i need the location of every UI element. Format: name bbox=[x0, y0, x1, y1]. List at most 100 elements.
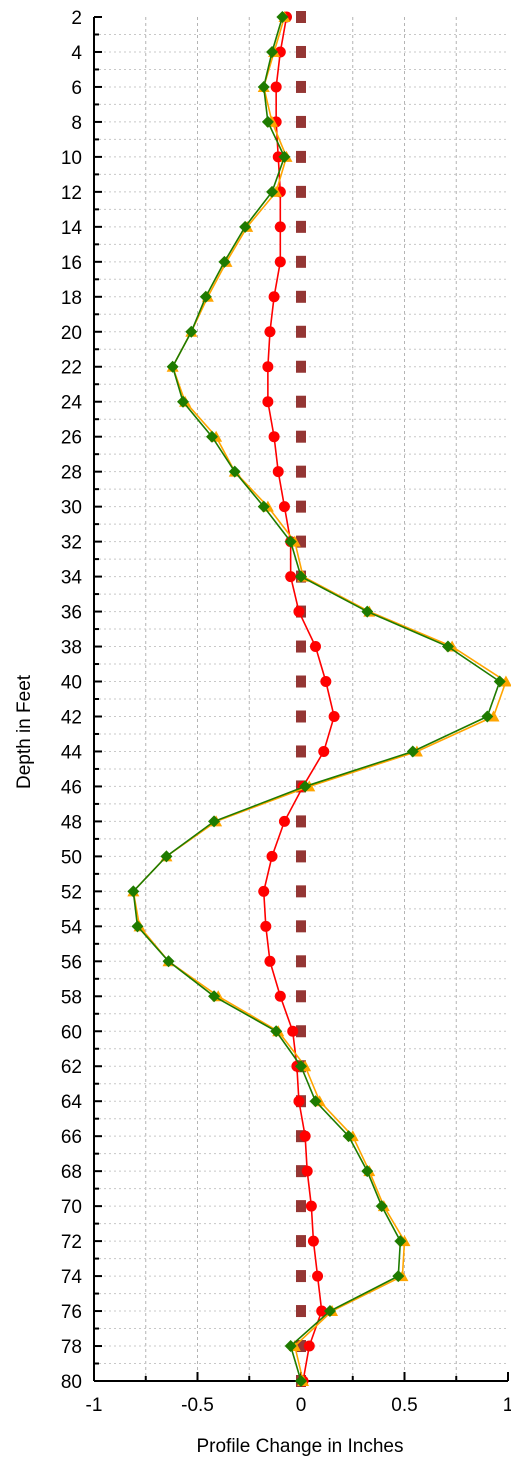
data-point-square bbox=[296, 990, 306, 1003]
data-point-diamond bbox=[266, 45, 279, 58]
data-point-diamond bbox=[257, 80, 270, 93]
data-point-square bbox=[296, 255, 306, 268]
data-point-diamond bbox=[228, 465, 241, 478]
data-point-diamond bbox=[295, 1060, 307, 1073]
data-point-circle bbox=[293, 1095, 305, 1107]
y-tick-label: 56 bbox=[61, 952, 82, 973]
data-point-square bbox=[296, 1340, 306, 1353]
data-point-square bbox=[296, 1025, 306, 1038]
y-tick-label: 76 bbox=[61, 1302, 82, 1323]
y-tick-label: 16 bbox=[61, 253, 82, 274]
data-point-circle bbox=[262, 396, 274, 408]
data-point-square bbox=[296, 920, 306, 933]
data-point-square bbox=[296, 150, 306, 163]
data-point-diamond bbox=[266, 185, 279, 198]
y-tick-label: 12 bbox=[61, 183, 82, 204]
y-tick-label: 62 bbox=[61, 1057, 82, 1078]
data-point-circle bbox=[312, 1270, 324, 1282]
data-point-square bbox=[296, 465, 306, 478]
x-tick-label: 0 bbox=[296, 1395, 307, 1416]
data-point-diamond bbox=[342, 1130, 355, 1143]
data-point-circle bbox=[272, 466, 284, 478]
data-point-circle bbox=[274, 256, 286, 268]
data-point-square bbox=[296, 185, 306, 198]
y-tick-label: 48 bbox=[61, 812, 82, 833]
y-tick-label: 30 bbox=[61, 498, 82, 519]
data-point-diamond bbox=[361, 1165, 374, 1178]
data-point-circle bbox=[268, 431, 280, 443]
data-point-diamond bbox=[441, 640, 454, 653]
data-point-circle bbox=[318, 745, 330, 757]
y-tick-label: 64 bbox=[61, 1092, 83, 1113]
y-tick-label: 36 bbox=[61, 603, 82, 624]
y-tick-label: 14 bbox=[61, 218, 83, 239]
y-tick-label: 52 bbox=[61, 882, 82, 903]
data-point-diamond bbox=[309, 1095, 322, 1108]
data-point-square bbox=[296, 640, 306, 653]
data-point-diamond bbox=[261, 115, 274, 128]
y-tick-label: 22 bbox=[61, 358, 82, 379]
data-point-circle bbox=[301, 1165, 313, 1177]
data-point-circle bbox=[299, 1130, 311, 1142]
data-point-circle bbox=[285, 571, 297, 583]
data-point-circle bbox=[316, 1305, 328, 1317]
y-tick-label: 70 bbox=[61, 1197, 82, 1218]
y-tick-label: 8 bbox=[71, 113, 82, 134]
y-tick-label: 32 bbox=[61, 533, 82, 554]
data-point-square bbox=[296, 675, 306, 688]
y-tick-label: 6 bbox=[71, 78, 82, 99]
data-point-circle bbox=[258, 885, 270, 897]
series-group bbox=[127, 11, 511, 1387]
data-point-square bbox=[296, 815, 306, 828]
axes bbox=[93, 16, 509, 1382]
y-tick-label: 46 bbox=[61, 777, 82, 798]
y-tick-label: 50 bbox=[61, 847, 82, 868]
data-point-diamond bbox=[166, 360, 179, 373]
data-point-diamond bbox=[392, 1270, 405, 1283]
series-line bbox=[132, 16, 501, 1382]
x-tick-label: 0.5 bbox=[391, 1395, 417, 1416]
y-tick-label: 40 bbox=[61, 673, 82, 694]
y-tick-label: 10 bbox=[61, 148, 82, 169]
y-tick-label: 4 bbox=[71, 43, 82, 64]
y-tick-label: 68 bbox=[61, 1162, 82, 1183]
data-point-diamond bbox=[481, 710, 494, 723]
data-point-diamond bbox=[199, 290, 212, 303]
data-point-square bbox=[296, 11, 306, 23]
data-point-diamond bbox=[295, 570, 307, 583]
data-point-diamond bbox=[218, 255, 231, 268]
data-point-square bbox=[296, 1305, 306, 1318]
data-point-square bbox=[296, 80, 306, 93]
data-point-circle bbox=[309, 641, 321, 653]
data-point-square bbox=[296, 395, 306, 408]
data-point-square bbox=[296, 1270, 306, 1283]
data-point-circle bbox=[262, 361, 274, 373]
x-tick-label: -1 bbox=[86, 1395, 103, 1416]
data-point-square bbox=[296, 290, 306, 303]
data-point-circle bbox=[274, 221, 286, 233]
y-tick-label: 28 bbox=[61, 463, 82, 484]
y-tick-label: 58 bbox=[61, 987, 82, 1008]
data-point-diamond bbox=[323, 1305, 336, 1318]
data-point-diamond bbox=[160, 850, 173, 863]
data-point-circle bbox=[266, 850, 278, 862]
data-point-circle bbox=[293, 606, 305, 618]
data-point-diamond bbox=[278, 150, 291, 163]
data-point-circle bbox=[264, 955, 276, 967]
data-point-diamond bbox=[127, 885, 140, 898]
x-axis-title: Profile Change in Inches bbox=[196, 1436, 403, 1457]
series-line bbox=[262, 16, 335, 1382]
data-point-circle bbox=[328, 710, 340, 722]
data-point-square bbox=[296, 115, 306, 128]
x-tick-label: 1 bbox=[503, 1395, 511, 1416]
data-point-square bbox=[296, 1235, 306, 1248]
y-tick-label: 44 bbox=[61, 742, 83, 763]
y-tick-label: 72 bbox=[61, 1232, 82, 1253]
data-point-diamond bbox=[284, 535, 297, 548]
y-tick-label: 34 bbox=[61, 568, 83, 589]
y-tick-label: 38 bbox=[61, 638, 82, 659]
data-point-square bbox=[296, 885, 306, 898]
series-line bbox=[132, 16, 507, 1382]
data-point-diamond bbox=[177, 395, 190, 408]
